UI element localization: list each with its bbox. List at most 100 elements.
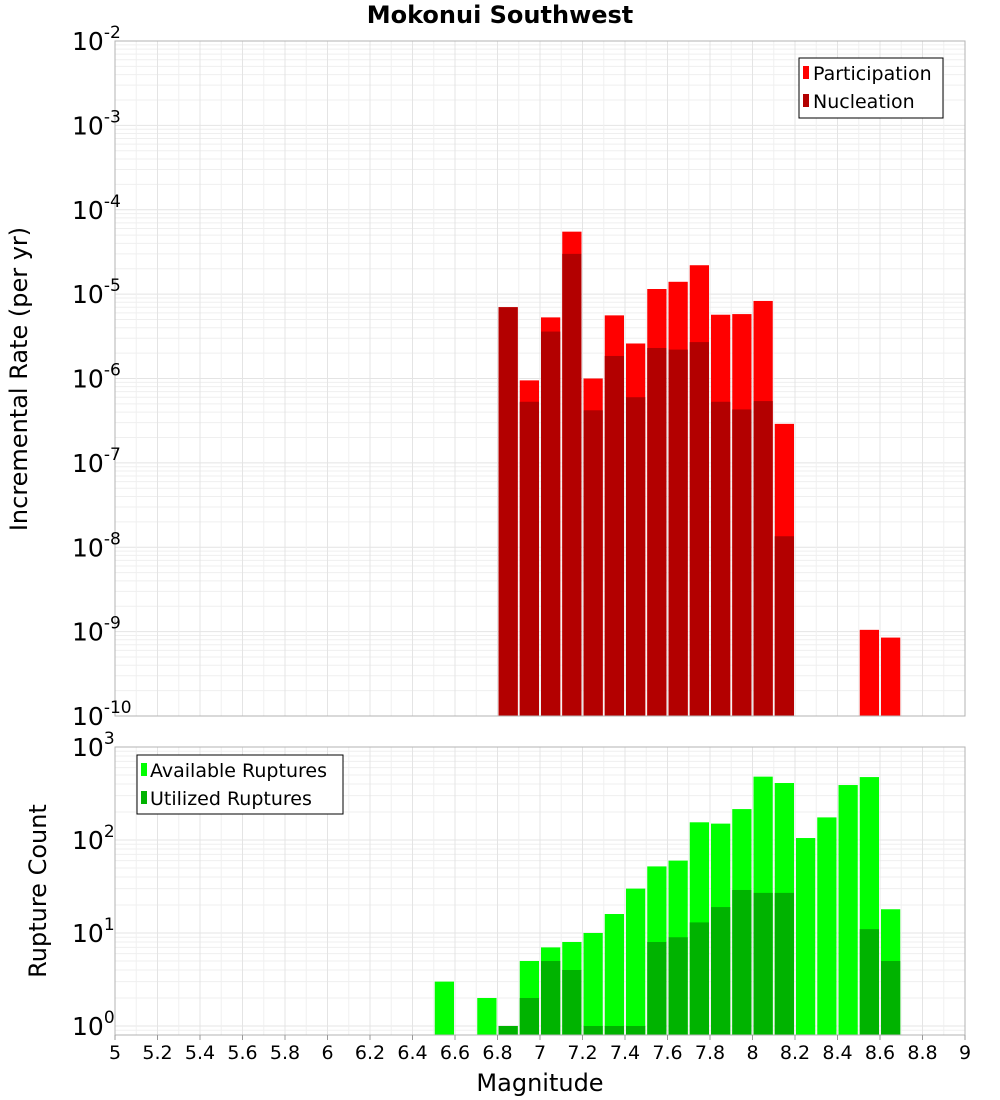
x-tick-label: 5 (109, 1042, 121, 1064)
count-inner-bar-7.75 (689, 922, 709, 1035)
count-bar-7.35 (604, 914, 624, 1035)
legend-swatch-utilized (141, 791, 147, 804)
count-inner-bar-6.85 (498, 1025, 518, 1035)
count-inner-bar-7.35 (604, 1025, 624, 1035)
legend-label-nucleation: Nucleation (813, 91, 915, 113)
x-tick-label: 7 (534, 1042, 546, 1064)
top-y-tick-label: 10-3 (72, 107, 121, 140)
x-tick-label: 6.6 (440, 1042, 470, 1064)
legend-swatch-participation (803, 66, 809, 79)
rate-inner-bar-7.55 (647, 347, 667, 716)
top-y-tick-label: 10-9 (72, 614, 121, 647)
top-legend-box (798, 57, 944, 119)
top-y-tick-labels: 10-10 10-9 10-8 10-7 10-6 10-5 10-4 10-3 10-2 (72, 23, 132, 731)
top-plot-area: 10-10 10-9 10-8 10-7 10-6 10-5 10-4 10-3 10-2 In… (5, 23, 966, 731)
x-tick-label: 6.8 (482, 1042, 512, 1064)
rate-inner-bar-6.85 (498, 307, 518, 716)
legend-swatch-nucleation (803, 94, 809, 107)
x-tick-label: 8.8 (907, 1042, 937, 1064)
rate-inner-bar-8.05 (753, 401, 773, 716)
x-tick-label: 7.4 (610, 1042, 640, 1064)
count-inner-bar-7.45 (626, 1025, 646, 1035)
top-plot-border (114, 40, 966, 717)
count-bar-8.25 (796, 838, 816, 1035)
bottom-y-tick-labels: 100 101 102 103 (72, 729, 115, 1041)
top-y-tick-label: 10-7 (72, 445, 121, 478)
count-bar-8.45 (838, 785, 858, 1035)
bottom-legend-box (136, 754, 344, 815)
count-inner-bar-7.65 (668, 937, 688, 1035)
count-inner-bar-7.95 (732, 889, 752, 1035)
top-y-tick-label: 10-2 (72, 23, 121, 56)
legend-swatch-available (141, 763, 147, 776)
bottom-legend: Available Ruptures Utilized Ruptures (136, 754, 344, 815)
legend-label-available: Available Ruptures (150, 760, 327, 782)
top-bars (498, 231, 901, 716)
rate-inner-bar-7.35 (604, 355, 624, 716)
rate-inner-bar-7.65 (668, 349, 688, 716)
count-inner-bar-7.05 (541, 960, 561, 1035)
count-inner-bar-7.55 (647, 942, 667, 1035)
x-tick-labels: 5 5.2 5.4 5.6 5.8 6 6.2 6.4 6.6 6.8 7 7.2 7.4 7.6 7.8 8… (109, 1035, 971, 1064)
rate-inner-bar-7.75 (689, 342, 709, 716)
count-inner-bar-8.05 (753, 892, 773, 1035)
top-y-tick-label: 10-10 (72, 698, 132, 731)
top-y-tick-label: 10-6 (72, 361, 121, 394)
top-y-axis-label: Incremental Rate (per yr) (5, 227, 33, 531)
top-legend: Participation Nucleation (798, 57, 944, 119)
legend-label-utilized: Utilized Ruptures (150, 788, 312, 810)
x-tick-label: 9 (959, 1042, 971, 1064)
count-inner-bar-7.85 (711, 907, 731, 1035)
count-inner-bar-8.15 (774, 892, 794, 1035)
rate-inner-bar-7.25 (583, 410, 603, 716)
rate-inner-bar-7.85 (711, 401, 731, 716)
top-gridlines (114, 41, 966, 717)
chart-title: Mokonui Southwest (367, 1, 634, 29)
rate-inner-bar-7.15 (562, 253, 582, 716)
top-y-tick-label: 10-8 (72, 529, 121, 562)
rate-bar-8.55 (859, 629, 879, 716)
x-tick-label: 8.6 (865, 1042, 895, 1064)
x-tick-label: 8.2 (780, 1042, 810, 1064)
count-bar-6.55 (434, 981, 454, 1035)
count-inner-bar-8.55 (859, 929, 879, 1035)
bottom-y-tick-label: 102 (72, 822, 115, 855)
x-tick-label: 6.4 (397, 1042, 427, 1064)
count-inner-bar-6.95 (519, 997, 539, 1035)
x-tick-label: 5.6 (227, 1042, 257, 1064)
top-y-tick-label: 10-5 (72, 276, 121, 309)
x-tick-label: 8 (746, 1042, 758, 1064)
count-inner-bar-8.65 (881, 960, 901, 1035)
bottom-bars (434, 776, 901, 1035)
count-bar-6.75 (477, 997, 497, 1035)
count-bar-7.25 (583, 932, 603, 1035)
bottom-plot-area: 100 101 102 103 5 5.2 5.4 5.6 5.8 6 6.2 6.4 6.6 6.8 7… (24, 729, 971, 1097)
bottom-y-tick-label: 100 (72, 1008, 115, 1041)
count-bar-7.45 (626, 888, 646, 1035)
rate-inner-bar-7.95 (732, 409, 752, 716)
x-tick-label: 7.8 (695, 1042, 725, 1064)
x-tick-label: 5.2 (142, 1042, 172, 1064)
rate-inner-bar-8.15 (774, 536, 794, 716)
x-axis-label: Magnitude (476, 1069, 603, 1097)
rate-inner-bar-7.45 (626, 397, 646, 716)
x-tick-label: 6.2 (355, 1042, 385, 1064)
bottom-y-tick-label: 101 (72, 915, 115, 948)
legend-label-participation: Participation (813, 63, 932, 85)
count-inner-bar-7.25 (583, 1025, 603, 1035)
rate-inner-bar-7.05 (541, 331, 561, 716)
x-tick-label: 5.4 (185, 1042, 215, 1064)
rate-inner-bar-6.95 (519, 401, 539, 716)
x-tick-label: 6 (321, 1042, 333, 1064)
x-tick-label: 7.6 (652, 1042, 682, 1064)
rate-bar-8.65 (881, 637, 901, 716)
bottom-y-tick-label: 103 (72, 729, 115, 762)
count-bar-8.35 (817, 817, 837, 1035)
count-inner-bar-7.15 (562, 969, 582, 1035)
x-tick-label: 5.8 (270, 1042, 300, 1064)
top-y-tick-label: 10-4 (72, 192, 121, 225)
x-tick-label: 8.4 (822, 1042, 852, 1064)
bottom-y-axis-label: Rupture Count (24, 804, 52, 978)
x-tick-label: 7.2 (567, 1042, 597, 1064)
